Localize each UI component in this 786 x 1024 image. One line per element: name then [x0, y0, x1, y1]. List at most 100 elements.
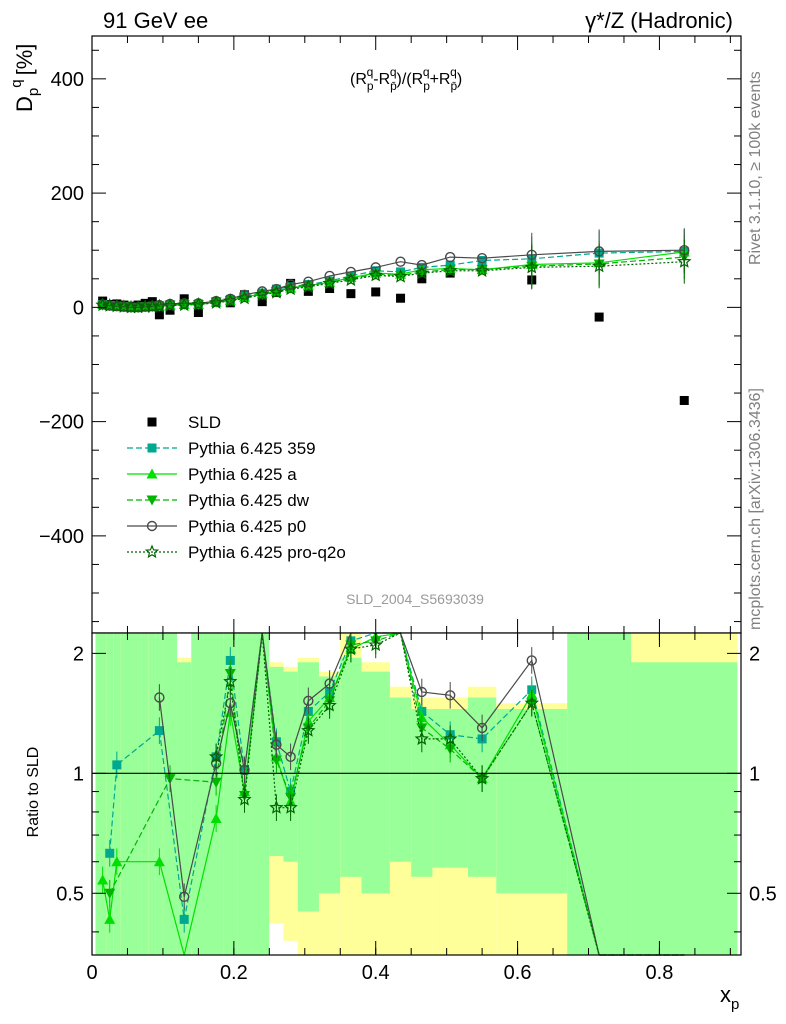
green-band: [155, 633, 163, 955]
ratio-y-tick-label-right: 1: [749, 763, 760, 785]
ratio-point: [153, 856, 165, 867]
ylabel-main: D: [12, 96, 37, 112]
legend: SLD Pythia 6.425 359 Pythia 6.425 a Pythia …: [127, 413, 346, 562]
data-point: [239, 289, 250, 300]
x-tick-label: 0: [86, 962, 97, 984]
main-series-layer: [95, 228, 692, 405]
data-point: [476, 253, 488, 264]
green-band: [205, 633, 224, 955]
data-point: [345, 266, 357, 278]
ratio-y-tick-label-right: 0.5: [749, 883, 777, 905]
legend-item-4: Pythia 6.425 p0: [127, 517, 306, 536]
data-point: [324, 270, 335, 282]
legend-marker: [147, 417, 157, 427]
ratio-point: [105, 848, 115, 858]
ratio-point: [322, 697, 337, 712]
x-tick-label: 0.4: [362, 962, 390, 984]
ratio-point: [179, 891, 190, 902]
green-band: [148, 633, 156, 955]
data-point: [417, 274, 427, 284]
data-point: [223, 293, 238, 308]
main-y-axis-label: Dpq [%]: [8, 44, 42, 112]
green-band: [318, 676, 341, 894]
y-tick-label: 0: [73, 297, 84, 319]
ratio-point: [443, 731, 458, 746]
ratio-y-tick-label-right: 2: [749, 643, 760, 665]
data-point: [130, 299, 146, 314]
ylabel-unit: [%]: [12, 44, 37, 76]
data-point: [370, 269, 382, 280]
green-band: [127, 633, 135, 955]
legend-marker: [147, 443, 157, 453]
data-point: [677, 254, 692, 268]
data-point: [345, 274, 357, 285]
data-point: [191, 296, 206, 311]
series-line: [102, 261, 685, 308]
ratio-point: [474, 771, 490, 785]
x-tick-label: 0.6: [504, 962, 532, 984]
ratio-y-tick-label: 1: [73, 763, 84, 785]
ratio-series-layer: [97, 631, 685, 956]
legend-label: Pythia 6.425 dw: [188, 491, 310, 510]
legend-marker: [146, 520, 158, 532]
ratio-point: [225, 697, 236, 709]
data-point: [152, 298, 167, 313]
data-point: [346, 289, 356, 299]
ylabel-super: q: [8, 79, 25, 87]
ratio-point: [476, 722, 488, 734]
green-band: [95, 633, 107, 955]
ratio-y-tick-label: 2: [73, 643, 84, 665]
data-point: [444, 251, 456, 263]
ratio-point: [283, 800, 298, 814]
ratio-point: [526, 655, 537, 666]
ratio-point: [239, 764, 250, 776]
ratio-y-tick-label: 0.5: [56, 883, 84, 905]
green-band: [340, 657, 362, 877]
ratio-point: [303, 695, 314, 707]
data-point: [524, 259, 540, 274]
header-left: 91 GeV ee: [103, 8, 208, 33]
svg-text:(Rpq-Rp̄q)/(Rpq+Rp̄q): (Rpq-Rp̄q)/(Rpq+Rp̄q): [350, 65, 462, 93]
green-band: [134, 633, 142, 955]
data-point: [145, 299, 160, 313]
svg-text:xp: xp: [720, 982, 739, 1013]
data-point: [591, 258, 607, 273]
data-point: [269, 284, 284, 299]
ratio-point: [270, 755, 282, 766]
ratio-point: [104, 888, 116, 899]
data-point: [477, 256, 487, 266]
legend-label: Pythia 6.425 pro-q2o: [188, 543, 346, 562]
ratio-point: [416, 686, 428, 698]
data-point: [193, 308, 203, 318]
green-band: [162, 633, 178, 955]
legend-item-5: Pythia 6.425 pro-q2o: [127, 543, 346, 562]
legend-label: Pythia 6.425 359: [188, 439, 316, 458]
green-band: [106, 633, 114, 955]
ratio-point: [154, 726, 164, 736]
data-point: [396, 293, 406, 303]
data-point: [476, 265, 488, 276]
analysis-id: SLD_2004_S5693039: [346, 591, 484, 607]
data-point: [154, 310, 164, 320]
data-point: [594, 312, 604, 322]
main-axes: −400 −200 0 200 400: [39, 35, 742, 634]
ratio-point: [271, 739, 282, 750]
data-point: [177, 297, 192, 312]
series-5: [95, 239, 692, 314]
data-point: [443, 263, 458, 277]
legend-marker: [144, 544, 160, 559]
ratio-series-4: [208, 632, 685, 956]
ratio-point: [368, 637, 383, 652]
data-point: [416, 267, 428, 278]
x-axis-label: xp: [720, 982, 739, 1013]
data-point: [271, 283, 282, 295]
legend-item-3: Pythia 6.425 dw: [127, 491, 310, 510]
green-band: [113, 633, 121, 955]
legend-label: Pythia 6.425 a: [188, 465, 297, 484]
xlabel-sub: p: [731, 996, 739, 1013]
green-band: [297, 662, 319, 912]
legend-label: SLD: [188, 413, 221, 432]
data-point: [474, 263, 490, 277]
main-frame-bg: [92, 36, 741, 633]
